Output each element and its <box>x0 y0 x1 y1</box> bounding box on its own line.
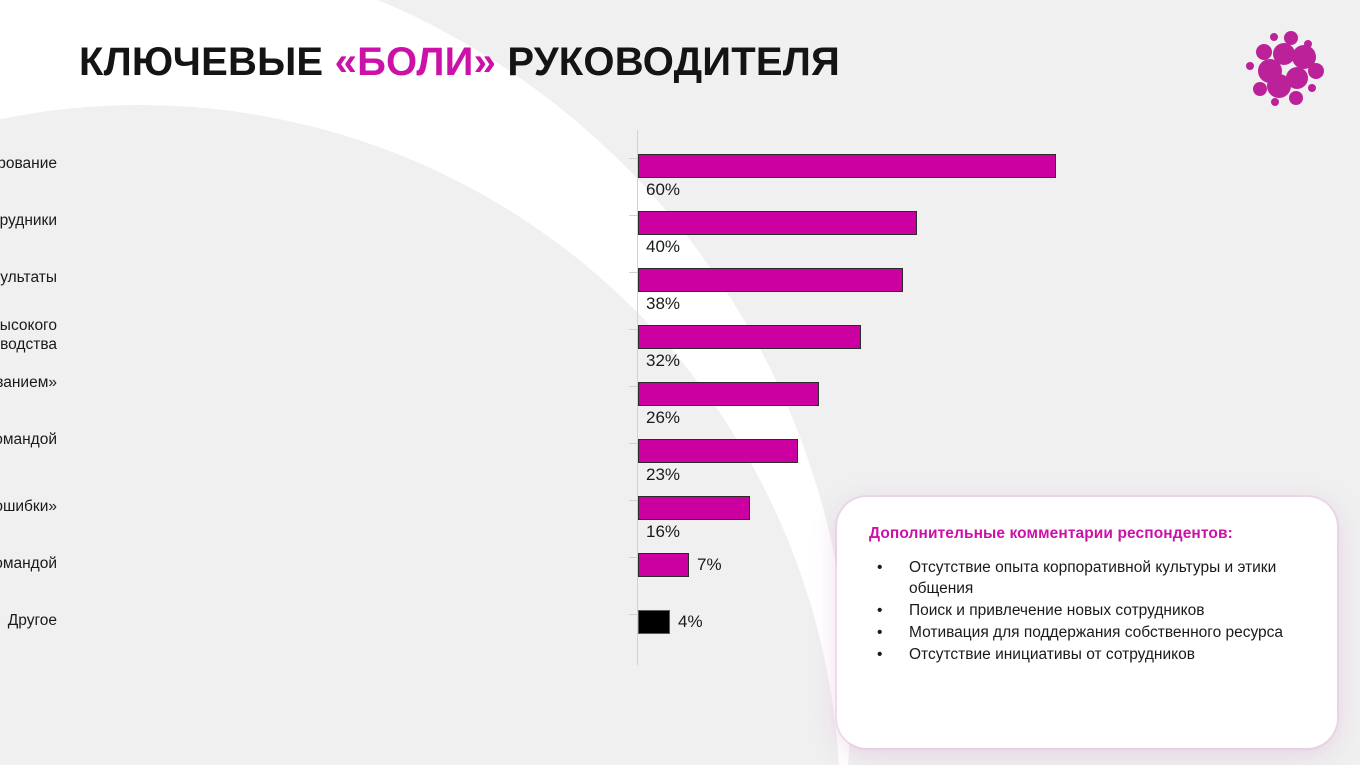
bar-row: 26% <box>638 382 819 427</box>
category-label: Ориентация команды на процессы, а не на … <box>0 269 57 286</box>
dot-cluster-logo <box>1240 26 1328 106</box>
bar-value-label: 16% <box>646 522 681 541</box>
axis-tick <box>629 158 637 159</box>
bar-other <box>638 610 670 634</box>
category-label: Несамостоятельные сотрудники <box>0 212 57 229</box>
category-label: Трудности с принятием ОС командой <box>0 555 57 572</box>
category-label: Удержание лучших кадров, мотивирование <box>0 155 57 172</box>
category-label: Другое <box>7 612 57 629</box>
bullet-icon: • <box>877 646 883 663</box>
bar-row: 4% <box>638 610 703 634</box>
list-item: • Отсутствие инициативы от сотрудников <box>869 644 1311 665</box>
bar-row: 23% <box>638 439 798 484</box>
bar-value-label: 4% <box>678 612 703 631</box>
axis-tick <box>629 386 637 387</box>
chart-axis-line <box>637 130 638 665</box>
axis-tick <box>629 614 637 615</box>
bar <box>638 382 819 406</box>
axis-tick <box>629 557 637 558</box>
bullet-icon: • <box>877 624 883 641</box>
bar-value-label: 40% <box>646 237 681 256</box>
list-item: • Отсутствие опыта корпоративной культур… <box>869 557 1311 599</box>
page-title: КЛЮЧЕВЫЕ «БОЛИ» РУКОВОДИТЕЛЯ <box>79 40 840 84</box>
category-label: Нет культуры «ошибки» <box>0 498 57 515</box>
axis-tick <box>629 272 637 273</box>
bullet-icon: • <box>877 602 883 619</box>
title-accent-word: «БОЛИ» <box>334 40 497 84</box>
bar-value-label: 60% <box>646 180 681 199</box>
title-part-two: РУКОВОДИТЕЛЯ <box>496 40 840 84</box>
comments-list: • Отсутствие опыта корпоративной культур… <box>869 557 1311 665</box>
axis-tick <box>629 329 637 330</box>
axis-tick <box>629 500 637 501</box>
bar <box>638 553 689 577</box>
bar-value-label: 26% <box>646 408 681 427</box>
bar-value-label: 23% <box>646 465 681 484</box>
category-label: Недостаток ресурсов для регулярной комму… <box>0 431 57 448</box>
dot-cluster-logo-icon <box>1246 31 1324 106</box>
bar-row: 16% <box>638 496 760 541</box>
list-item-text: Мотивация для поддержания собственного р… <box>909 624 1284 641</box>
category-label: Отсутствие поддержки / коммуникации со с… <box>0 317 57 353</box>
bar-chart: Удержание лучших кадров, мотивирование Н… <box>0 130 1056 665</box>
bar <box>638 154 1056 178</box>
axis-tick <box>629 443 637 444</box>
comments-card-title: Дополнительные комментарии респондентов: <box>869 525 1233 542</box>
bar <box>638 325 861 349</box>
bar-value-label: 7% <box>697 555 722 574</box>
bar-row: 38% <box>638 268 903 313</box>
list-item-text: Поиск и привлечение новых сотрудников <box>909 602 1205 619</box>
list-item: • Мотивация для поддержания собственного… <box>869 622 1311 643</box>
bar-value-label: 32% <box>646 351 681 370</box>
bar <box>638 439 798 463</box>
category-label: Отсутствие преемника или трудности с его… <box>0 374 57 391</box>
respondent-comments-card: Дополнительные комментарии респондентов:… <box>837 497 1337 748</box>
bar-row: 32% <box>638 325 861 370</box>
title-part-one: КЛЮЧЕВЫЕ <box>79 40 335 84</box>
bullet-icon: • <box>877 559 883 576</box>
bar-row: 60% <box>638 154 1056 199</box>
bar <box>638 268 903 292</box>
bar-value-label: 38% <box>646 294 681 313</box>
list-item: • Поиск и привлечение новых сотрудников <box>869 600 1311 621</box>
bar <box>638 496 750 520</box>
bar-row: 40% <box>638 211 917 256</box>
bar <box>638 211 917 235</box>
list-item-text: Отсутствие опыта корпоративной культуры … <box>909 559 1277 597</box>
bar-row: 7% <box>638 553 722 577</box>
axis-tick <box>629 215 637 216</box>
list-item-text: Отсутствие инициативы от сотрудников <box>909 646 1195 663</box>
